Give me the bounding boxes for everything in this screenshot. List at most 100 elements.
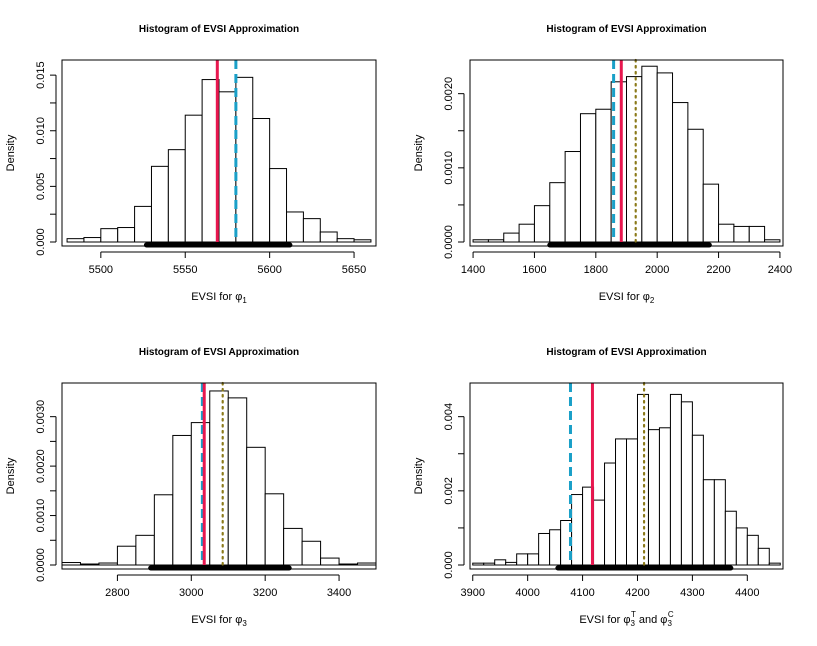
y-tick-label: 0.0030 (35, 400, 47, 434)
histogram-bar (764, 239, 781, 243)
histogram-bar (100, 228, 119, 243)
y-axis-label: Density (413, 134, 425, 171)
plot-frame (61, 382, 377, 570)
y-tick-label: 0.004 (443, 403, 455, 431)
y-tick-label: 0.015 (35, 61, 47, 89)
y-tick-label: 0.0020 (443, 77, 455, 111)
x-tick-label: 5650 (342, 264, 366, 276)
histogram-bar (264, 493, 285, 566)
x-tick-label: 4200 (625, 587, 649, 599)
x-tick-label: 5600 (257, 264, 281, 276)
histogram-bar (483, 562, 496, 566)
histogram-bar (320, 557, 340, 566)
histogram-bar (353, 239, 372, 243)
histogram-bar (227, 397, 248, 566)
x-tick-label: 3000 (179, 587, 203, 599)
histogram-bar (505, 561, 518, 566)
y-tick-label: 0.0020 (35, 449, 47, 483)
histogram-bar (579, 113, 597, 243)
histogram-bar (117, 227, 136, 243)
histogram-bar (283, 527, 303, 566)
histogram-bar (472, 239, 489, 243)
histogram-bar (516, 553, 529, 566)
histogram-bar (302, 218, 321, 243)
histogram-bar (735, 527, 748, 566)
histogram-bar (538, 532, 551, 566)
histogram-bar (269, 168, 288, 243)
histogram-bar (746, 534, 759, 566)
y-axis-label: Density (5, 134, 17, 171)
histogram-bar (626, 438, 638, 566)
histogram-bar (691, 434, 704, 566)
y-tick-label: 0.010 (35, 117, 47, 145)
histogram-bar (518, 223, 535, 243)
y-tick-label: 0.0010 (443, 151, 455, 185)
histogram-bar (549, 182, 566, 243)
x-tick-label: 4400 (735, 587, 759, 599)
chart-title: Histogram of EVSI Approximation (546, 24, 706, 35)
chart-title: Histogram of EVSI Approximation (139, 347, 299, 358)
histogram-bar (615, 438, 627, 566)
x-tick-label: 5550 (173, 264, 197, 276)
histogram-bar (757, 547, 770, 566)
x-tick-label: 2000 (645, 264, 669, 276)
histogram-bar (66, 238, 85, 243)
histogram-bar (680, 401, 693, 566)
histogram-bar (724, 510, 737, 566)
y-tick-label: 0.0000 (443, 225, 455, 259)
x-axis-label: EVSI for φ3 (191, 614, 247, 628)
histogram-bar (246, 446, 266, 566)
plot-frame (61, 59, 377, 247)
plot-frame (469, 59, 784, 247)
histogram-bar (626, 76, 643, 243)
x-tick-label: 2400 (768, 264, 792, 276)
plot-frame (469, 382, 784, 570)
histogram-bar (472, 562, 485, 566)
histogram-bar (209, 390, 229, 566)
histogram-bar (672, 102, 689, 243)
histogram-bar (533, 205, 551, 243)
histogram-bar (336, 238, 355, 243)
histogram-bar (647, 429, 660, 566)
x-axis-label: EVSI for φ2 (599, 291, 655, 305)
x-tick-label: 1800 (584, 264, 608, 276)
histogram-bar (658, 427, 671, 566)
histogram-bar (83, 237, 102, 243)
histogram-bar (357, 562, 377, 566)
x-tick-label: 3900 (461, 587, 485, 599)
histogram-bar (593, 499, 606, 566)
histogram-bar (641, 65, 658, 243)
histogram-bar (571, 494, 584, 566)
histogram-bar (184, 114, 203, 243)
histogram-panel-2: Histogram of EVSI Approximation 1400 1600 1… (413, 24, 792, 305)
histogram-bar (669, 393, 682, 566)
chart-title: Histogram of EVSI Approximation (139, 24, 299, 35)
histogram-panel-4: Histogram of EVSI Approximation 3900 4000 4… (413, 347, 784, 628)
y-tick-label: 0.002 (443, 477, 455, 505)
histogram-bar (153, 494, 174, 566)
histogram-bar (702, 479, 715, 566)
histogram-bar (503, 232, 520, 243)
x-tick-label: 1400 (461, 264, 485, 276)
histogram-bar (218, 91, 237, 243)
histogram-bar (713, 479, 726, 566)
y-tick-label: 0.000 (443, 551, 455, 579)
x-tick-label: 3200 (253, 587, 277, 599)
x-tick-label: 1600 (522, 264, 546, 276)
histogram-bar (150, 165, 169, 243)
histogram-bar (61, 562, 81, 566)
histogram-panel-3: Histogram of EVSI Approximation 2800 3000 3… (5, 347, 377, 628)
histogram-bar (494, 559, 507, 566)
histogram-bar (702, 183, 720, 243)
histogram-bar (301, 540, 322, 566)
histogram-bar (527, 553, 540, 566)
y-axis-label: Density (413, 457, 425, 494)
x-tick-label: 5500 (89, 264, 113, 276)
x-tick-label: 4300 (680, 587, 704, 599)
histogram-bar (252, 118, 271, 243)
x-tick-label: 3400 (327, 587, 351, 599)
histogram-bar (286, 211, 304, 243)
histogram-bar (135, 534, 155, 566)
histogram-bar (748, 225, 766, 243)
